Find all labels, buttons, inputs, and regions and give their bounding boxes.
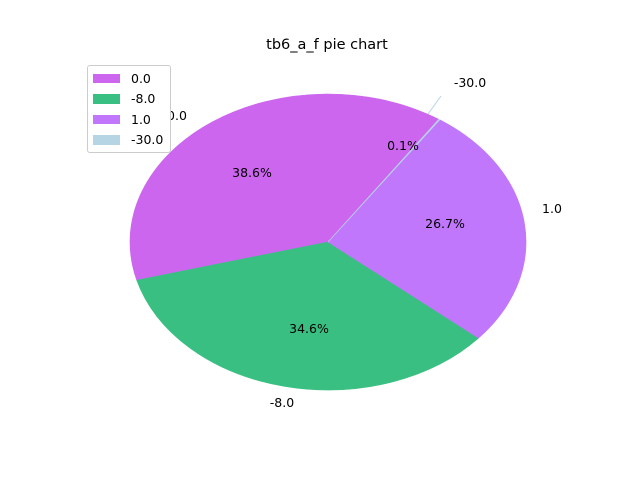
slice-labels: 0.0 -8.0 1.0 -30.0 — [167, 75, 562, 410]
legend-label-3: -30.0 — [131, 132, 164, 148]
legend-item-3: -30.0 — [88, 130, 170, 151]
slice-label-2: 1.0 — [542, 201, 562, 216]
pie-slice-1 — [136, 241, 480, 391]
percent-label-2: 26.7% — [425, 216, 465, 231]
legend-label-0: 0.0 — [131, 70, 151, 86]
legend-item-0: 0.0 — [88, 68, 170, 89]
legend: 0.0 -8.0 1.0 -30.0 — [87, 65, 171, 153]
legend-item-2: 1.0 — [88, 109, 170, 130]
slice-label-0: 0.0 — [167, 108, 187, 123]
legend-swatch-2 — [93, 114, 120, 124]
legend-swatch-3 — [93, 135, 120, 145]
legend-label-2: 1.0 — [131, 111, 151, 127]
legend-item-1: -8.0 — [88, 89, 170, 110]
legend-swatch-0 — [93, 73, 120, 83]
percent-label-1: 34.6% — [289, 321, 329, 336]
legend-swatch-1 — [93, 94, 120, 104]
slice-label-1: -8.0 — [270, 395, 294, 410]
percent-labels: 38.6% 34.6% 26.7% 0.1% — [232, 138, 465, 336]
slice-label-3: -30.0 — [454, 75, 486, 90]
pie-slice-0 — [129, 93, 440, 281]
legend-label-1: -8.0 — [131, 91, 156, 107]
percent-label-0: 38.6% — [232, 165, 272, 180]
pie-slice-2 — [327, 119, 527, 339]
pie-slice-3-sliver — [427, 95, 442, 115]
chart-title: tb6_a_f pie chart — [266, 37, 388, 53]
percent-label-3: 0.1% — [387, 138, 419, 153]
pie-slice-3 — [327, 118, 441, 243]
pie-slices — [129, 93, 527, 391]
